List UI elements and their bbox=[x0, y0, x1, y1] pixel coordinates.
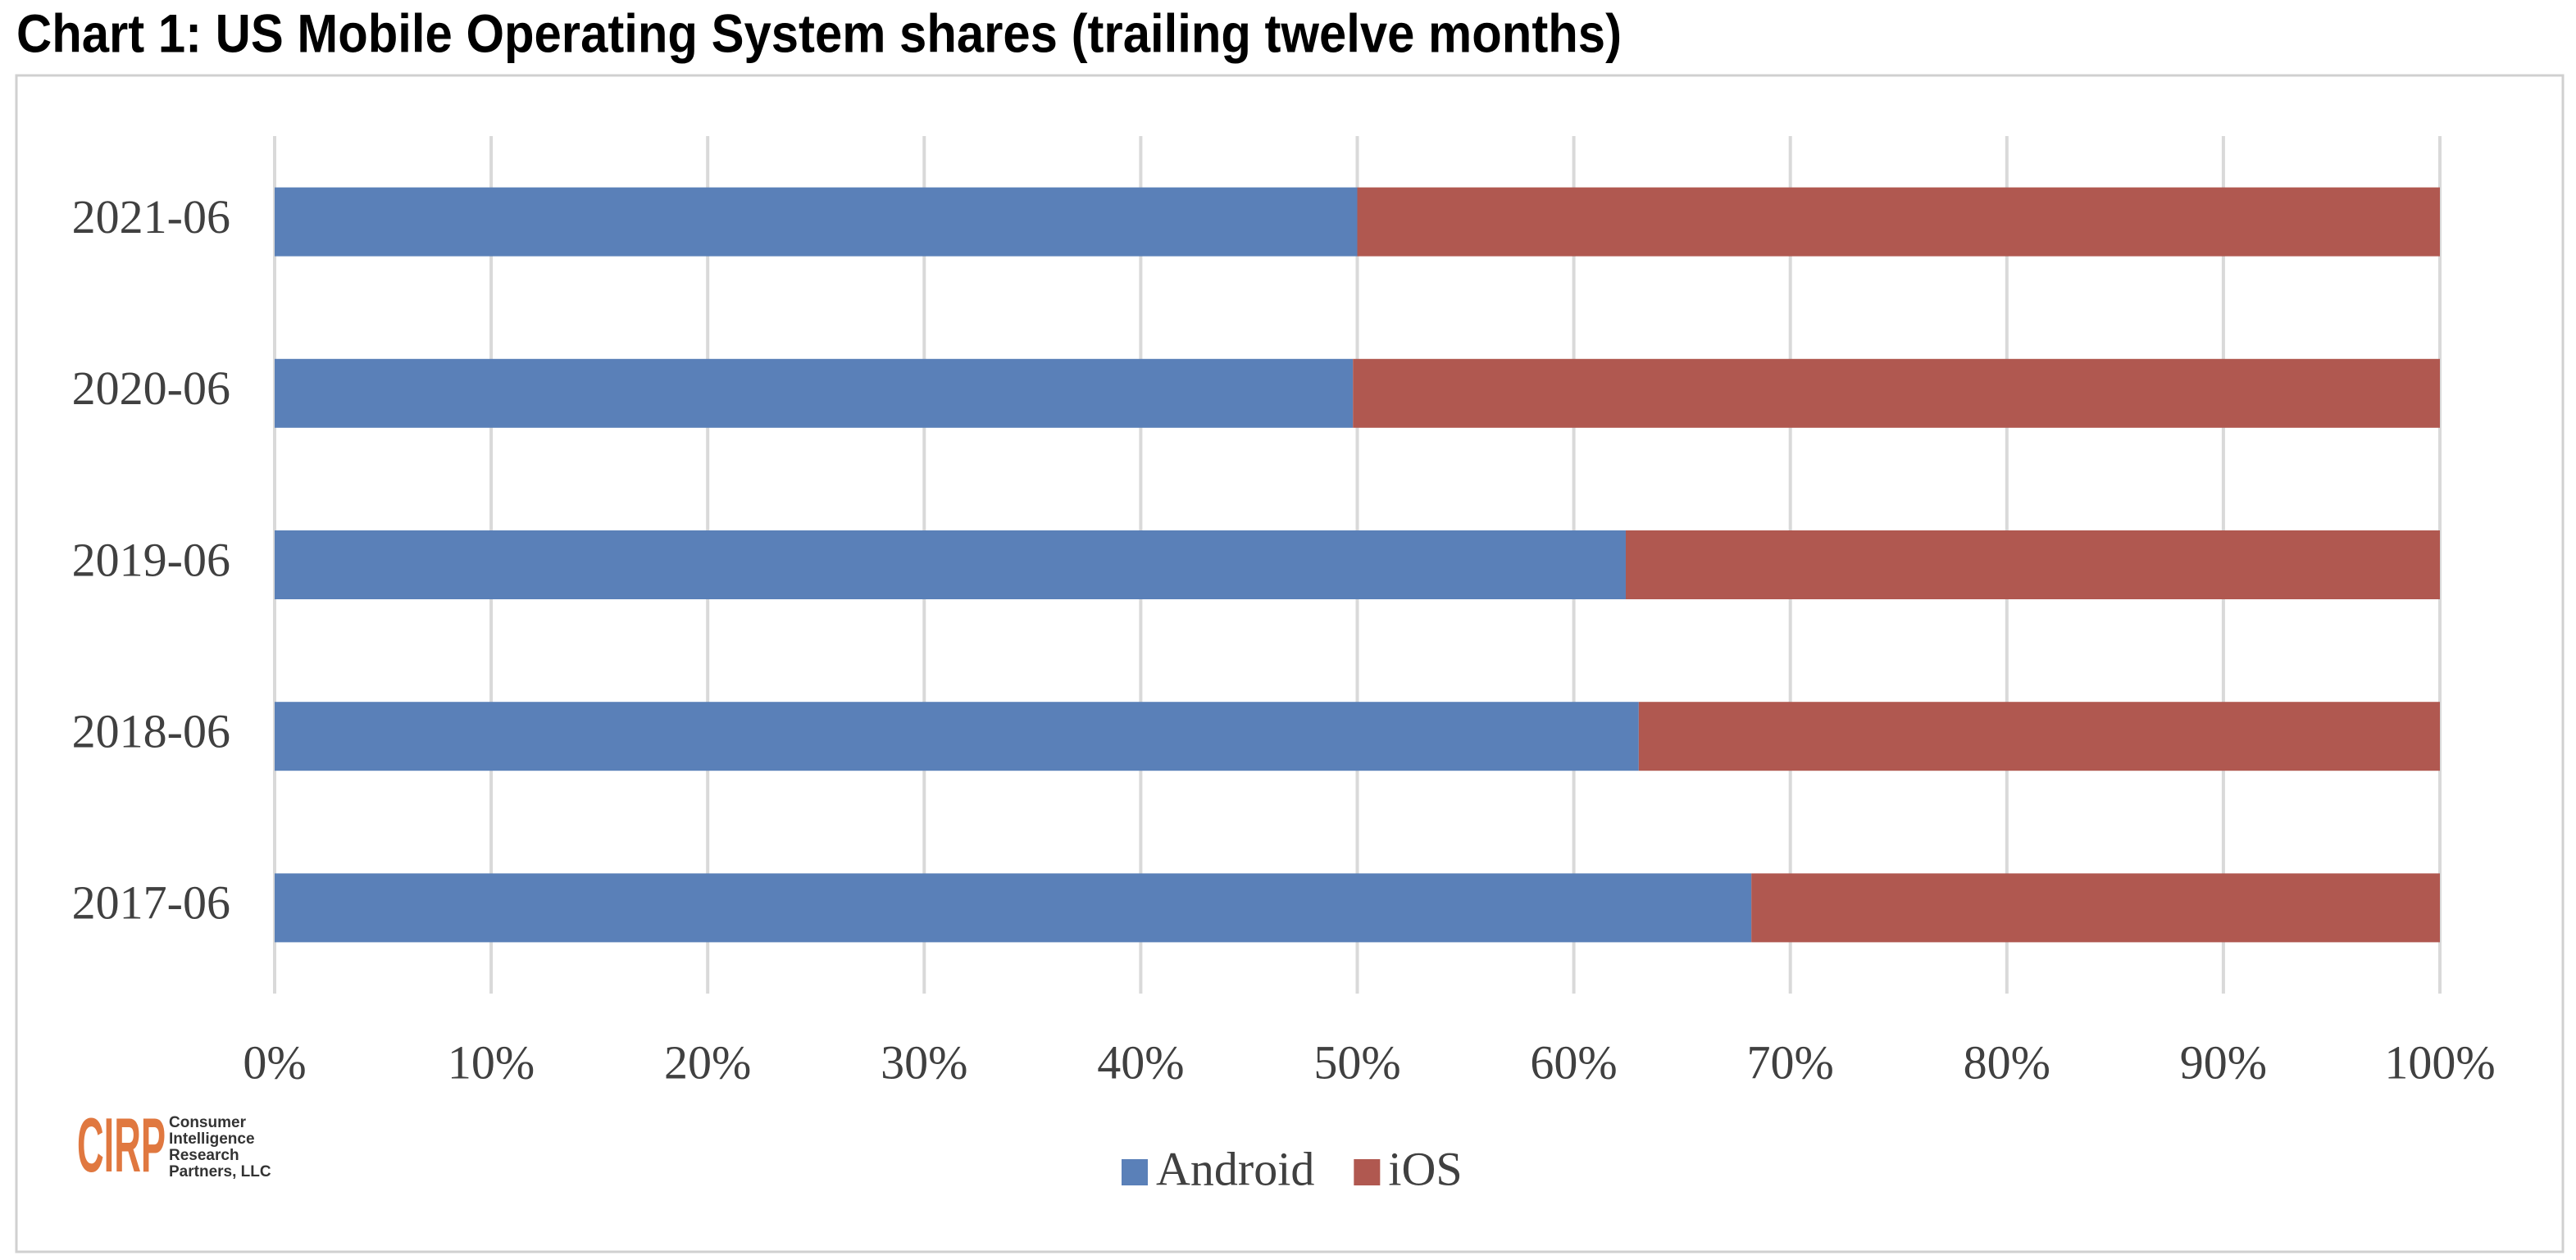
logo-text: Intelligence bbox=[169, 1130, 255, 1148]
x-tick-label: 80% bbox=[1964, 1035, 2050, 1089]
bar-segment bbox=[1357, 187, 2440, 257]
logo-text: Research bbox=[169, 1147, 239, 1164]
x-tick-label: 50% bbox=[1313, 1035, 1400, 1089]
x-tick-label: 90% bbox=[2180, 1035, 2267, 1089]
y-tick-label: 2018-06 bbox=[72, 705, 230, 758]
y-tick-label: 2019-06 bbox=[72, 533, 230, 586]
chart-title: Chart 1: US Mobile Operating System shar… bbox=[16, 2, 1622, 63]
legend-swatch bbox=[1354, 1159, 1381, 1185]
logo-mark: CIRP bbox=[77, 1102, 166, 1188]
x-tick-label: 70% bbox=[1747, 1035, 1834, 1089]
y-tick-label: 2017-06 bbox=[72, 876, 230, 930]
bar-segment bbox=[1625, 530, 2440, 599]
bar-segment bbox=[275, 702, 1639, 771]
logo-text: Partners, LLC bbox=[169, 1163, 271, 1180]
logo-text: Consumer bbox=[169, 1114, 247, 1131]
legend-label: Android bbox=[1156, 1142, 1314, 1195]
x-tick-label: 30% bbox=[881, 1035, 967, 1089]
bar-segment bbox=[275, 873, 1752, 943]
x-tick-label: 20% bbox=[664, 1035, 751, 1089]
bar-segment bbox=[275, 530, 1626, 599]
logo: CIRP bbox=[77, 1102, 166, 1188]
y-tick-label: 2020-06 bbox=[72, 362, 230, 415]
legend-swatch bbox=[1122, 1159, 1148, 1185]
x-tick-label: 40% bbox=[1097, 1035, 1184, 1089]
bar-segment bbox=[275, 187, 1358, 257]
x-tick-label: 60% bbox=[1530, 1035, 1617, 1089]
x-tick-label: 100% bbox=[2384, 1035, 2495, 1089]
bar-segment bbox=[1751, 873, 2440, 943]
y-tick-label: 2021-06 bbox=[72, 190, 230, 243]
bar-segment bbox=[1638, 702, 2440, 771]
x-tick-label: 10% bbox=[448, 1035, 535, 1089]
chart-frame bbox=[15, 74, 2565, 1253]
bar-segment bbox=[1353, 358, 2440, 428]
x-tick-label: 0% bbox=[243, 1035, 306, 1089]
bar-segment bbox=[275, 358, 1354, 428]
legend-label: iOS bbox=[1388, 1142, 1462, 1195]
